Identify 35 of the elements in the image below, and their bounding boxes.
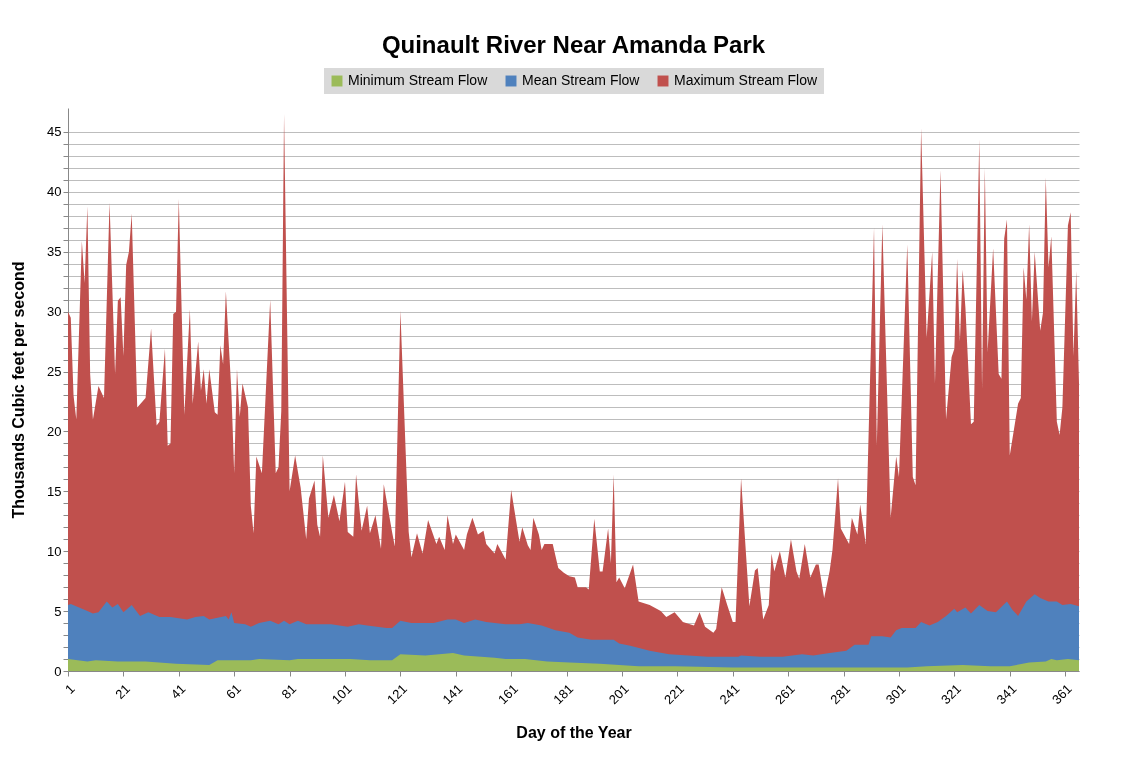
x-tick-label: 281 xyxy=(827,681,854,708)
x-tick-label: 161 xyxy=(494,681,521,708)
x-tick-label: 1 xyxy=(61,681,78,697)
x-tick-label: 201 xyxy=(605,681,632,708)
y-tick-label: 25 xyxy=(47,364,62,380)
y-tick-label: 35 xyxy=(47,244,62,260)
y-tick-label: 0 xyxy=(54,663,62,679)
x-tick-label: 141 xyxy=(439,681,466,708)
chart-title: Quinault River Near Amanda Park xyxy=(381,31,766,58)
y-tick-label: 10 xyxy=(47,543,62,559)
x-axis-title: Day of the Year xyxy=(516,724,632,742)
x-tick-label: 41 xyxy=(167,681,189,702)
y-axis-title: Thousands Cubic feet per second xyxy=(10,261,28,519)
x-tick-label: 261 xyxy=(771,681,798,708)
x-tick-label: 61 xyxy=(223,681,244,702)
x-tick-label: 361 xyxy=(1048,681,1075,708)
y-tick-label: 30 xyxy=(47,304,62,320)
y-tick-label: 5 xyxy=(54,603,62,619)
x-tick-label: 21 xyxy=(112,681,134,702)
legend-label: Mean Stream Flow xyxy=(522,72,641,88)
x-tick-label: 101 xyxy=(328,681,355,708)
x-tick-label: 121 xyxy=(384,681,411,708)
x-tick-label: 301 xyxy=(882,681,909,708)
legend-label: Minimum Stream Flow xyxy=(348,72,489,88)
legend-label: Maximum Stream Flow xyxy=(674,72,819,88)
x-tick-label: 241 xyxy=(716,681,743,708)
y-tick-label: 45 xyxy=(47,124,62,140)
x-tick-label: 81 xyxy=(278,681,300,702)
x-tick-label: 221 xyxy=(661,681,688,708)
y-tick-label: 20 xyxy=(47,423,62,439)
y-tick-label: 40 xyxy=(47,184,62,200)
x-tick-label: 321 xyxy=(938,681,965,708)
y-tick-label: 15 xyxy=(47,483,62,499)
x-tick-label: 181 xyxy=(550,681,577,708)
x-tick-label: 341 xyxy=(993,681,1020,708)
